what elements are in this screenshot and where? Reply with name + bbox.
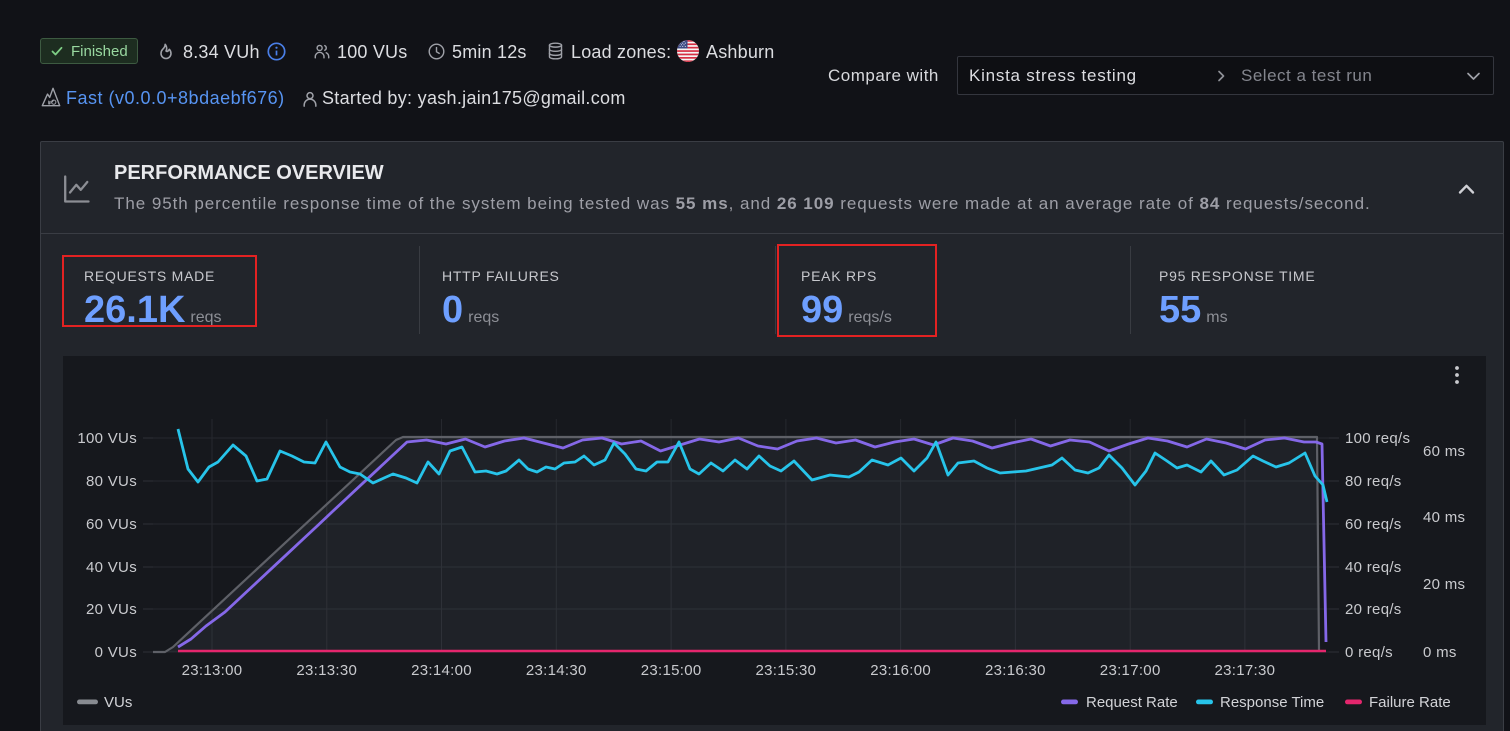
svg-text:Response Time: Response Time bbox=[1220, 694, 1324, 711]
svg-text:Request Rate: Request Rate bbox=[1086, 694, 1178, 711]
svg-text:20 req/s: 20 req/s bbox=[1345, 601, 1402, 618]
svg-text:20 VUs: 20 VUs bbox=[86, 601, 137, 618]
svg-text:23:14:00: 23:14:00 bbox=[411, 662, 472, 679]
svg-text:23:13:30: 23:13:30 bbox=[296, 662, 357, 679]
svg-text:40 req/s: 40 req/s bbox=[1345, 559, 1402, 576]
svg-text:80 req/s: 80 req/s bbox=[1345, 473, 1402, 490]
svg-text:60 req/s: 60 req/s bbox=[1345, 516, 1402, 533]
svg-text:23:15:30: 23:15:30 bbox=[756, 662, 817, 679]
svg-text:23:17:30: 23:17:30 bbox=[1215, 662, 1276, 679]
svg-text:0 VUs: 0 VUs bbox=[95, 644, 137, 661]
svg-text:60 VUs: 60 VUs bbox=[86, 516, 137, 533]
svg-text:23:14:30: 23:14:30 bbox=[526, 662, 587, 679]
svg-text:Failure Rate: Failure Rate bbox=[1369, 694, 1451, 711]
svg-text:VUs: VUs bbox=[104, 694, 132, 711]
svg-text:40 VUs: 40 VUs bbox=[86, 559, 137, 576]
svg-text:23:16:30: 23:16:30 bbox=[985, 662, 1046, 679]
svg-text:23:17:00: 23:17:00 bbox=[1100, 662, 1161, 679]
svg-text:23:13:00: 23:13:00 bbox=[182, 662, 243, 679]
svg-text:100 req/s: 100 req/s bbox=[1345, 430, 1410, 447]
svg-text:40 ms: 40 ms bbox=[1423, 509, 1465, 526]
svg-text:0 ms: 0 ms bbox=[1423, 644, 1457, 661]
svg-text:20 ms: 20 ms bbox=[1423, 576, 1465, 593]
svg-text:23:16:00: 23:16:00 bbox=[870, 662, 931, 679]
svg-text:0 req/s: 0 req/s bbox=[1345, 644, 1393, 661]
svg-text:23:15:00: 23:15:00 bbox=[641, 662, 702, 679]
svg-text:100 VUs: 100 VUs bbox=[77, 430, 137, 447]
svg-text:60 ms: 60 ms bbox=[1423, 443, 1465, 460]
svg-text:80 VUs: 80 VUs bbox=[86, 473, 137, 490]
